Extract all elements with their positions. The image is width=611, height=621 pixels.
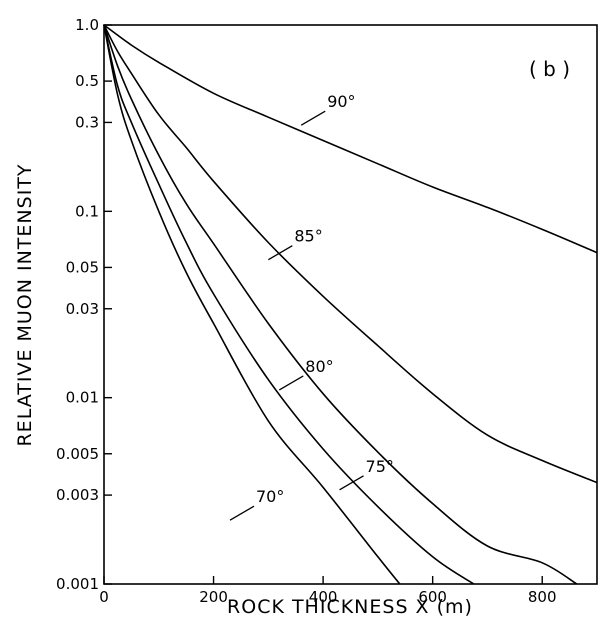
series-line-85 [103,24,598,484]
x-tick-label: 600 [418,588,447,606]
series-label-70: 70° [256,487,284,506]
series-line-80 [103,24,578,585]
x-axis-title: ROCK THICKNESS X (m) [227,596,473,618]
ticks-layer: 0 200 400 600 800 1.0 0.5 0.3 0.1 0.05 0.03 0.01 0.0… [56,16,556,606]
series-line-70 [103,24,401,585]
x-tick-label: 0 [99,588,109,606]
y-tick-label: 0.01 [66,389,99,407]
curves-layer [103,24,598,585]
y-tick-label: 0.001 [56,575,99,593]
plot-frame [103,24,598,585]
series-label-80: 80° [305,357,333,376]
series-label-leader [300,110,326,126]
series-label-85: 85° [294,227,322,246]
y-tick-label: 0.1 [75,202,99,220]
y-tick-label: 0.3 [75,113,99,131]
series-label-leader [229,505,255,521]
y-tick-label: 0.05 [66,258,99,276]
y-tick-label: 0.005 [56,445,99,463]
series-label-75: 75° [366,457,394,476]
x-tick-label: 200 [199,588,228,606]
y-axis-title: RELATIVE MUON INTENSITY [14,163,36,446]
series-label-leader [278,375,304,391]
series-label-90: 90° [327,92,355,111]
y-tick-label: 0.003 [56,486,99,504]
series-line-75 [103,24,475,585]
panel-label: ( b ) [529,57,570,81]
series-line-90 [103,24,598,254]
y-tick-label: 1.0 [75,16,99,34]
y-tick-label: 0.5 [75,72,99,90]
x-tick-label: 800 [528,588,557,606]
series-label-leader [268,245,293,261]
series-label-leader [339,475,364,491]
y-tick-label: 0.03 [66,300,99,318]
x-tick-label: 400 [309,588,338,606]
annotations-layer: 90° 85° 80° 75° 70° [229,92,394,521]
